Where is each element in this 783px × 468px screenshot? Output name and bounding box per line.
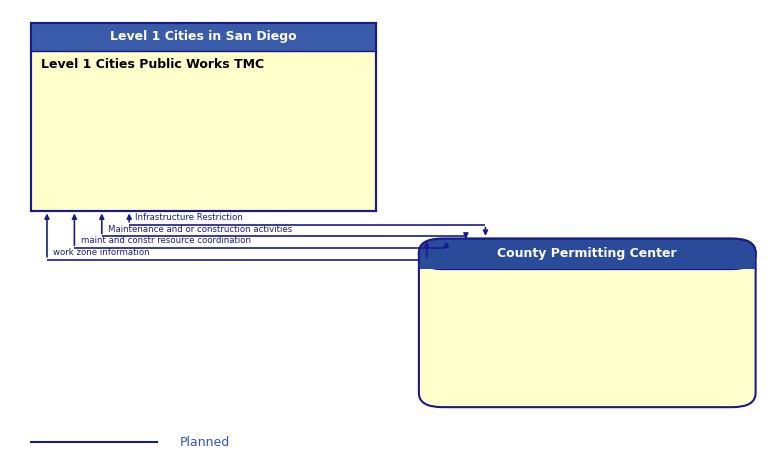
Text: Level 1 Cities Public Works TMC: Level 1 Cities Public Works TMC — [41, 58, 264, 71]
Text: Planned: Planned — [180, 436, 230, 449]
Text: maint and constr resource coordination: maint and constr resource coordination — [81, 236, 251, 245]
Text: County Permitting Center: County Permitting Center — [497, 248, 677, 260]
FancyBboxPatch shape — [419, 239, 756, 269]
Text: Maintenance and or construction activities: Maintenance and or construction activiti… — [108, 225, 292, 234]
FancyBboxPatch shape — [419, 239, 756, 407]
Bar — [420, 252, 755, 269]
Bar — [31, 23, 376, 211]
Text: Level 1 Cities in San Diego: Level 1 Cities in San Diego — [110, 30, 297, 44]
Text: work zone information: work zone information — [53, 248, 150, 257]
Text: Infrastructure Restriction: Infrastructure Restriction — [135, 213, 244, 222]
Bar — [31, 23, 376, 51]
